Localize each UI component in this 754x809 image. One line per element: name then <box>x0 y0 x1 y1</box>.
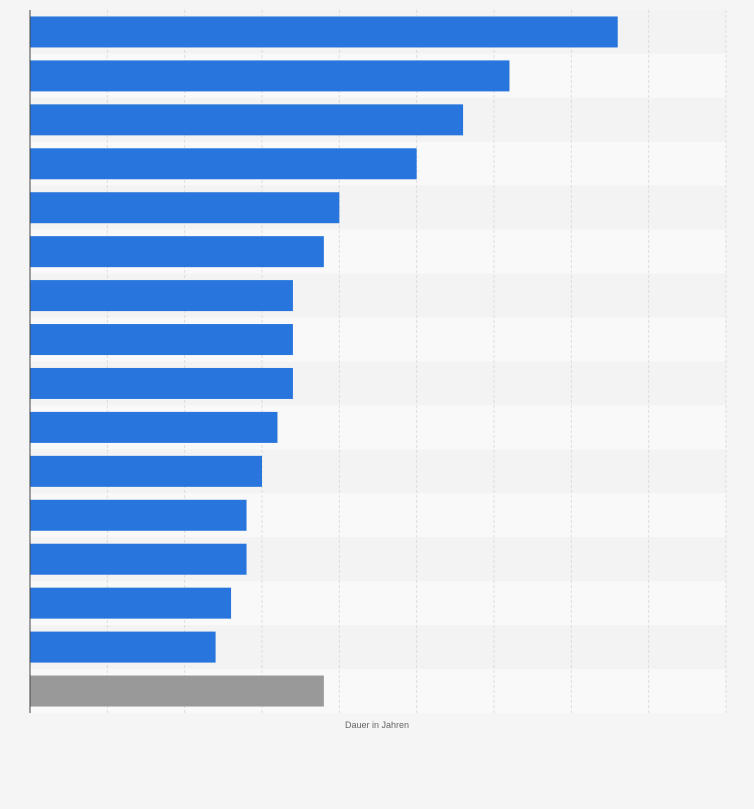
bar[interactable] <box>30 192 340 224</box>
bar[interactable] <box>30 104 464 136</box>
bar[interactable] <box>30 60 510 92</box>
bar[interactable] <box>30 631 216 663</box>
bar[interactable] <box>30 236 324 268</box>
bar-highlight[interactable] <box>30 675 324 707</box>
bar[interactable] <box>30 499 247 531</box>
bar[interactable] <box>30 411 278 443</box>
bar[interactable] <box>30 324 293 356</box>
bar[interactable] <box>30 455 262 487</box>
bars <box>30 16 618 707</box>
bar[interactable] <box>30 280 293 312</box>
bar[interactable] <box>30 543 247 575</box>
bar[interactable] <box>30 16 618 48</box>
x-axis-label: Dauer in Jahren <box>345 720 409 730</box>
bar[interactable] <box>30 148 417 180</box>
bar[interactable] <box>30 587 232 619</box>
bar[interactable] <box>30 367 293 399</box>
